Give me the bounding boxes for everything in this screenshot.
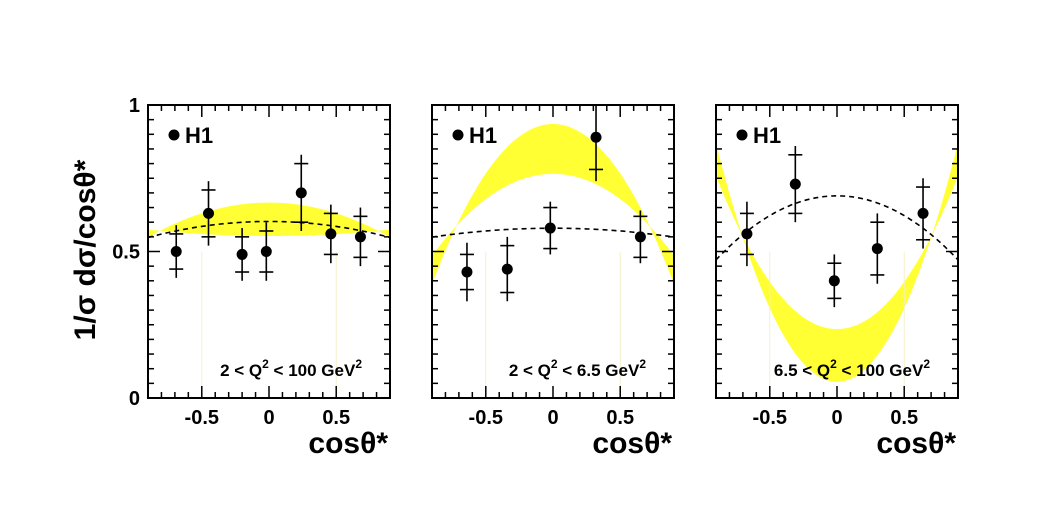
- x-tick-label: -0.5: [753, 407, 787, 429]
- data-point: [500, 236, 515, 302]
- data-point: [169, 225, 184, 278]
- q2-range-label: 6.5 < Q2 < 100 GeV2: [774, 357, 930, 380]
- marker: [203, 207, 214, 219]
- marker: [501, 263, 513, 275]
- marker: [170, 246, 182, 257]
- marker: [354, 231, 366, 243]
- x-tick-label: 0: [263, 407, 274, 429]
- data-point: [916, 178, 931, 249]
- x-axis-label: cosθ*: [876, 427, 956, 460]
- x-tick-label: 0.5: [890, 407, 918, 429]
- data-point: [739, 201, 754, 267]
- marker: [544, 222, 556, 234]
- x-tick-label: 0.5: [322, 407, 350, 429]
- marker: [871, 243, 883, 255]
- q2-range-label: 2 < Q2 < 6.5 GeV2: [509, 357, 647, 380]
- y-tick-label: 1: [129, 95, 140, 117]
- uncertainty-band: [432, 124, 674, 285]
- data-point: [294, 154, 309, 231]
- x-tick-label: 0.5: [606, 407, 634, 429]
- marker: [634, 231, 646, 243]
- data-point: [543, 201, 558, 255]
- experiment-label: H1: [185, 123, 213, 148]
- data-point: [633, 210, 648, 264]
- data-point: [788, 146, 803, 223]
- plot-area: [716, 143, 958, 398]
- x-axis-label: cosθ*: [592, 427, 672, 460]
- marker: [828, 275, 840, 287]
- data-point: [870, 213, 885, 284]
- x-tick-label: 0: [831, 407, 842, 429]
- panel-1: -0.5 0 0.5 0 0.5 1 cosθ* H1 2 < Q2 < 100 GeV2: [112, 95, 391, 460]
- y-tick-label: 0: [129, 388, 140, 410]
- y-axis-label: 1/σ dσ/cosθ*: [69, 159, 102, 340]
- data-point: [459, 242, 474, 302]
- y-tick-label: 0.5: [112, 242, 140, 264]
- legend-marker: [736, 129, 748, 141]
- plot-area: [432, 105, 674, 398]
- data-point: [323, 204, 338, 264]
- experiment-label: H1: [753, 123, 781, 148]
- x-tick-label: -0.5: [185, 407, 219, 429]
- experiment-label: H1: [469, 123, 497, 148]
- model-curve-dashed: [716, 194, 958, 261]
- marker: [590, 131, 602, 143]
- data-point: [235, 228, 250, 281]
- x-axis-label: cosθ*: [308, 427, 388, 460]
- marker: [295, 187, 307, 199]
- data-point: [259, 222, 274, 281]
- uncertainty-band: [148, 202, 390, 238]
- legend-marker: [452, 129, 464, 141]
- data-point: [201, 181, 216, 246]
- marker: [260, 246, 272, 257]
- uncertainty-band: [716, 143, 958, 382]
- x-tick-label: -0.5: [469, 407, 503, 429]
- marker: [461, 266, 473, 278]
- marker: [741, 228, 753, 240]
- marker: [789, 178, 801, 190]
- data-point: [589, 105, 604, 182]
- q2-range-label: 2 < Q2 < 100 GeV2: [220, 357, 362, 380]
- marker: [917, 207, 929, 219]
- x-tick-label: 0: [547, 407, 558, 429]
- data-point: [353, 207, 368, 267]
- data-point: [827, 254, 842, 308]
- marker: [236, 248, 248, 260]
- marker: [325, 228, 337, 240]
- plot-area: [148, 154, 390, 398]
- legend-marker: [168, 129, 180, 141]
